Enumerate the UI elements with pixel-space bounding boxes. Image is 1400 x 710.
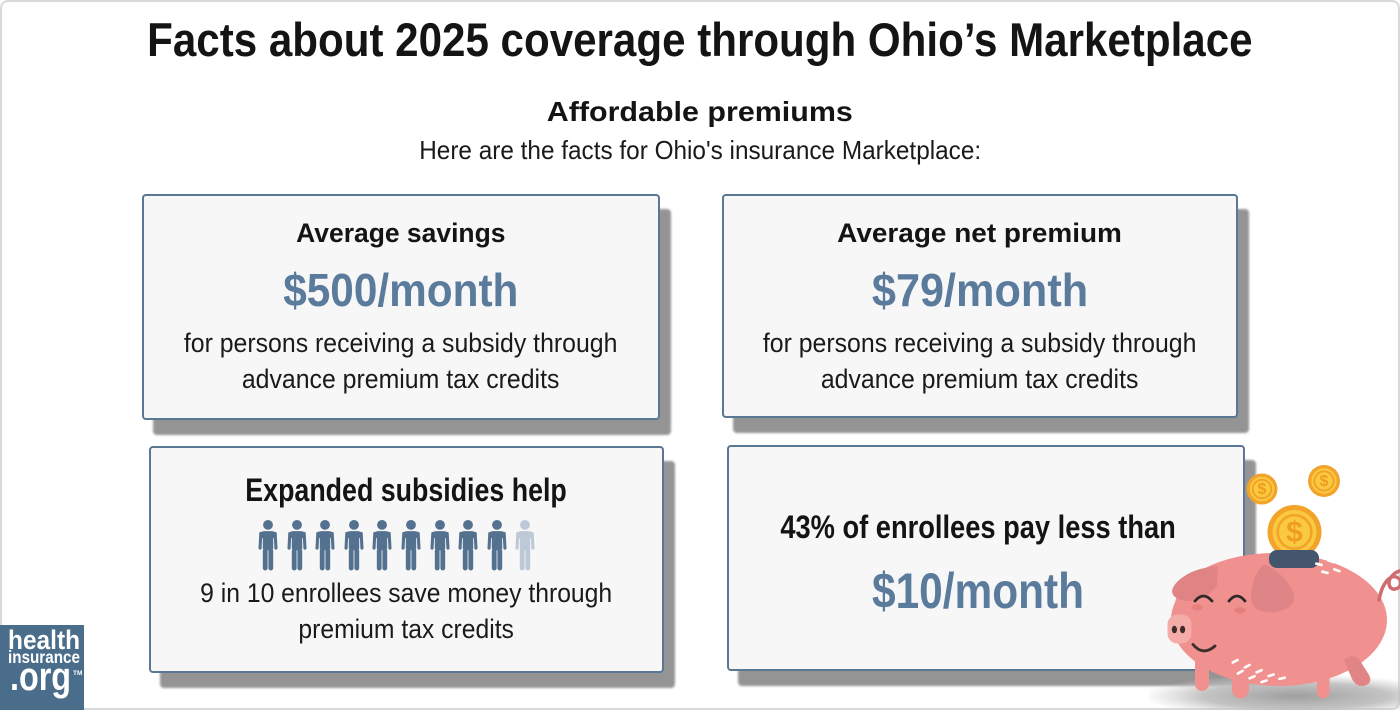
svg-text:$: $ [1258, 481, 1267, 498]
svg-text:$: $ [1320, 473, 1329, 490]
svg-text:$: $ [1286, 516, 1303, 549]
